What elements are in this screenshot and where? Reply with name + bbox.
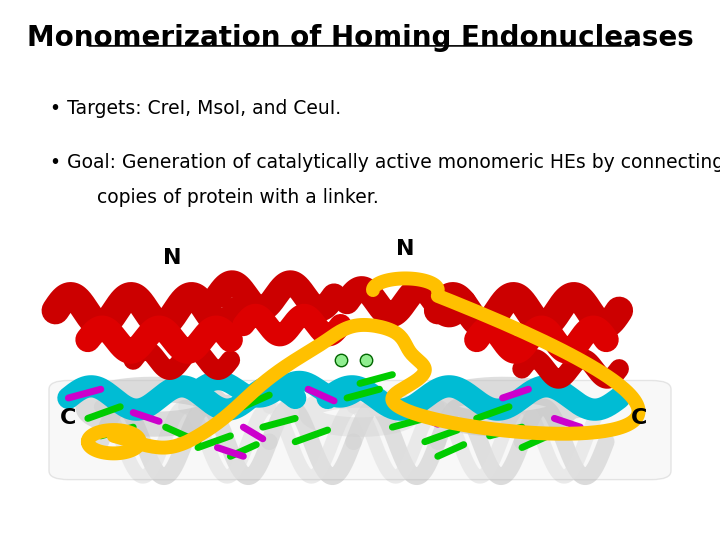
Point — [335, 356, 346, 364]
Text: Monomerization of Homing Endonucleases: Monomerization of Homing Endonucleases — [27, 24, 693, 52]
Text: C: C — [60, 408, 76, 428]
Text: N: N — [163, 248, 181, 268]
Text: C: C — [631, 408, 647, 428]
Text: N: N — [396, 239, 415, 259]
Point — [361, 356, 372, 364]
FancyBboxPatch shape — [49, 381, 671, 480]
Text: • Goal: Generation of catalytically active monomeric HEs by connecting two: • Goal: Generation of catalytically acti… — [50, 152, 720, 172]
Text: • Targets: CreI, MsoI, and CeuI.: • Targets: CreI, MsoI, and CeuI. — [50, 98, 341, 118]
Text: copies of protein with a linker.: copies of protein with a linker. — [97, 187, 379, 207]
